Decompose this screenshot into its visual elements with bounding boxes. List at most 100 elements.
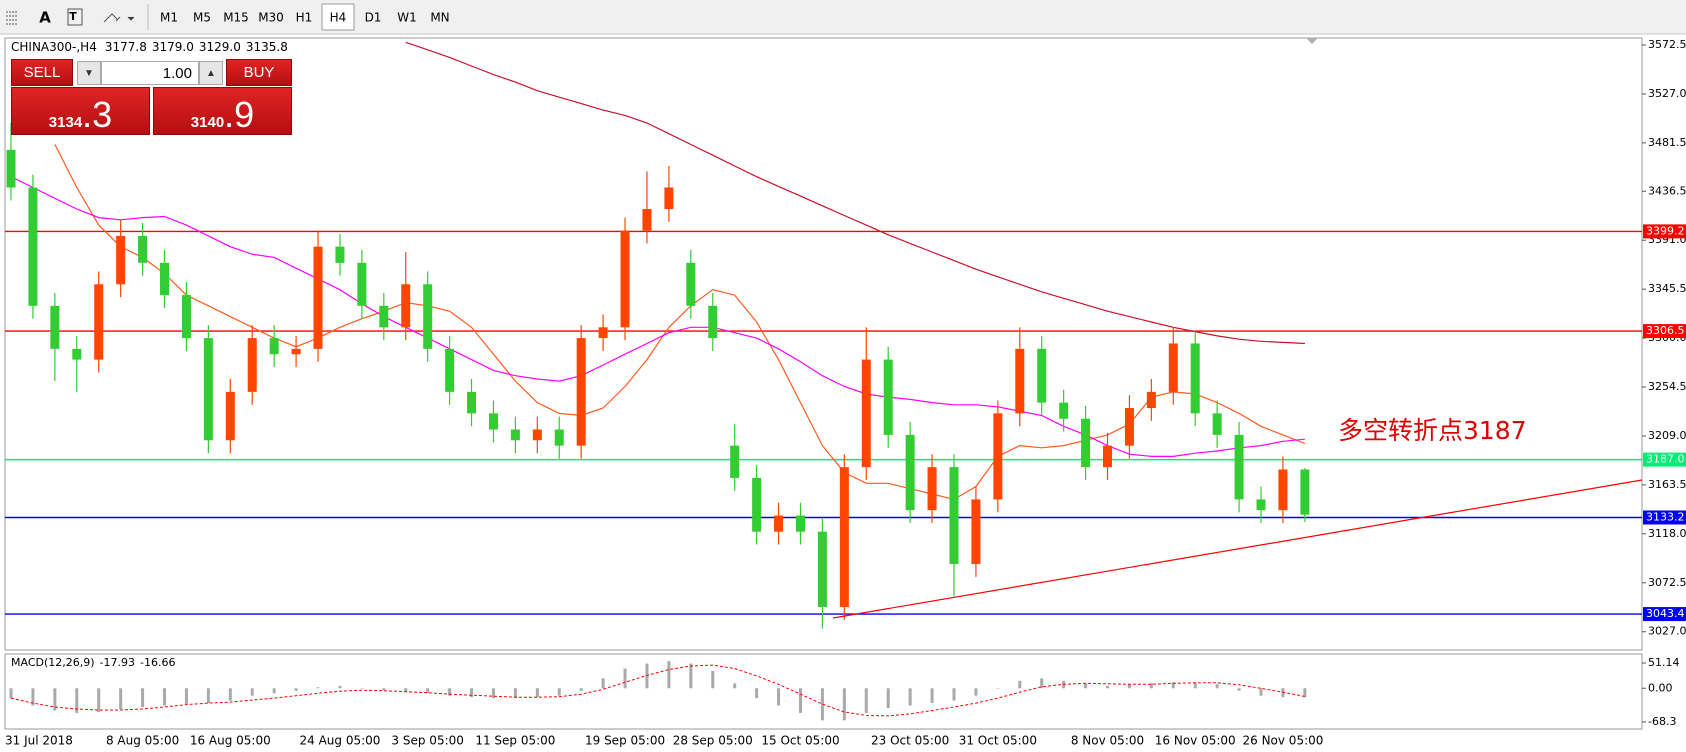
macd-bar (184, 688, 188, 705)
timeframe-button[interactable]: M5 (193, 11, 211, 25)
y-tick-label: 3209.0 (1648, 429, 1686, 442)
candle-body (883, 359, 893, 435)
macd-bar (996, 688, 1000, 689)
annotation: 多空转折点3187 (1338, 416, 1527, 445)
macd-bar (535, 688, 539, 698)
moving-average (54, 144, 1306, 501)
timeframe-buttons: M1 M5 M15 M30 H1 H4 D1 W1 MN (160, 3, 450, 31)
level-label: 3043.4 (1646, 607, 1685, 620)
y-tick-label: 3436.5 (1648, 184, 1686, 197)
candle-body (532, 429, 542, 441)
macd-bar (1149, 683, 1153, 689)
candle-body (1081, 418, 1091, 468)
low-value: 3129.0 (199, 40, 241, 54)
macd-bar (886, 688, 890, 709)
candle-body (445, 348, 455, 392)
candle-body (686, 262, 696, 306)
macd-bar (228, 688, 232, 701)
timeframe-button[interactable]: M30 (258, 11, 284, 25)
level-label-box (1643, 607, 1686, 622)
macd-bar (689, 663, 693, 689)
macd-bar (820, 688, 824, 721)
level-label-box (1643, 452, 1686, 467)
candle-body (247, 338, 257, 392)
crosshair-icon[interactable] (6, 11, 18, 25)
candle-body (510, 429, 520, 441)
macd-bar (1259, 688, 1263, 696)
lot-decrease[interactable]: ▼ (77, 61, 101, 85)
macd-bar (53, 688, 57, 711)
candle-body (1190, 343, 1200, 414)
buy-button[interactable]: BUY (226, 59, 292, 86)
candle-body (1124, 407, 1134, 446)
candle-body (467, 391, 477, 414)
x-tick-label: 16 Nov 05:00 (1155, 734, 1236, 748)
macd-bar (842, 688, 846, 721)
y-tick-label: 3481.5 (1648, 136, 1686, 149)
candle-body (1278, 469, 1288, 511)
macd-bar (557, 688, 561, 696)
lot-field[interactable]: 1.00 (101, 61, 199, 85)
candle-body (949, 467, 959, 564)
candle-body (1168, 343, 1178, 392)
font-button[interactable]: A (39, 9, 51, 27)
x-tick-label: 24 Aug 05:00 (299, 734, 380, 748)
timeframe-button[interactable]: H1 (296, 11, 313, 25)
trend-line[interactable] (832, 479, 1643, 619)
candle-body (423, 284, 433, 349)
macd-bar (272, 688, 276, 694)
candle-body (6, 149, 16, 188)
candle-body (598, 327, 608, 339)
timeframe-button[interactable]: M15 (223, 11, 249, 25)
y-tick-label: 3527.0 (1648, 87, 1686, 100)
macd-bar (798, 688, 802, 713)
candle-body (72, 348, 82, 360)
timeframe-button[interactable]: W1 (397, 11, 417, 25)
toolbar-icons (6, 8, 135, 26)
macd-bar (75, 688, 79, 713)
timeframe-button[interactable]: M1 (160, 11, 178, 25)
timeframe-button[interactable]: D1 (365, 11, 382, 25)
candle-body (181, 295, 191, 339)
candle-body (817, 531, 827, 607)
macd-bar (711, 670, 715, 689)
macd-bar (1215, 684, 1219, 689)
text-tool-label: T (69, 10, 77, 23)
macd-bar (513, 688, 517, 699)
macd-bar (777, 688, 781, 706)
level-label: 3399.2 (1646, 224, 1685, 237)
macd-value: -17.93 (100, 656, 135, 669)
candle-body (1059, 402, 1069, 419)
macd-header: MACD(12,26,9) -17.93 -16.66 (11, 656, 175, 669)
macd-title: MACD(12,26,9) (11, 656, 95, 669)
macd-bar (1303, 688, 1307, 698)
ask-big: 3140 (190, 114, 225, 131)
macd-bar (667, 661, 671, 689)
candle-body (576, 338, 586, 446)
plot-area: 3572.53527.03481.53436.53391.03345.53300… (5, 38, 1686, 748)
dropdown-arrow[interactable] (127, 16, 135, 21)
candle-body (1103, 445, 1112, 468)
macd-bar (206, 688, 210, 704)
y-tick-label: 51.14 (1648, 656, 1680, 669)
timeframe-button[interactable]: H4 (330, 11, 347, 25)
y-tick-label: 0.00 (1648, 681, 1673, 694)
macd-bar (360, 688, 364, 689)
macd-bar (755, 688, 759, 699)
macd-bar (31, 688, 35, 706)
lot-increase[interactable]: ▲ (199, 61, 223, 85)
sell-button[interactable]: SELL (11, 59, 73, 86)
text-icon[interactable] (67, 8, 83, 26)
bid-price[interactable]: 3134.3 (11, 87, 150, 135)
candle-body (839, 467, 849, 607)
candle-body (620, 230, 630, 328)
y-tick-label: 3572.5 (1648, 38, 1686, 51)
chart-shift-marker[interactable] (1306, 38, 1318, 44)
ask-price[interactable]: 3140.9 (153, 87, 292, 135)
macd-bar (316, 687, 320, 689)
timeframe-button[interactable]: MN (430, 11, 449, 25)
objects-icon[interactable] (103, 13, 121, 23)
y-tick-label: -68.3 (1648, 715, 1676, 728)
